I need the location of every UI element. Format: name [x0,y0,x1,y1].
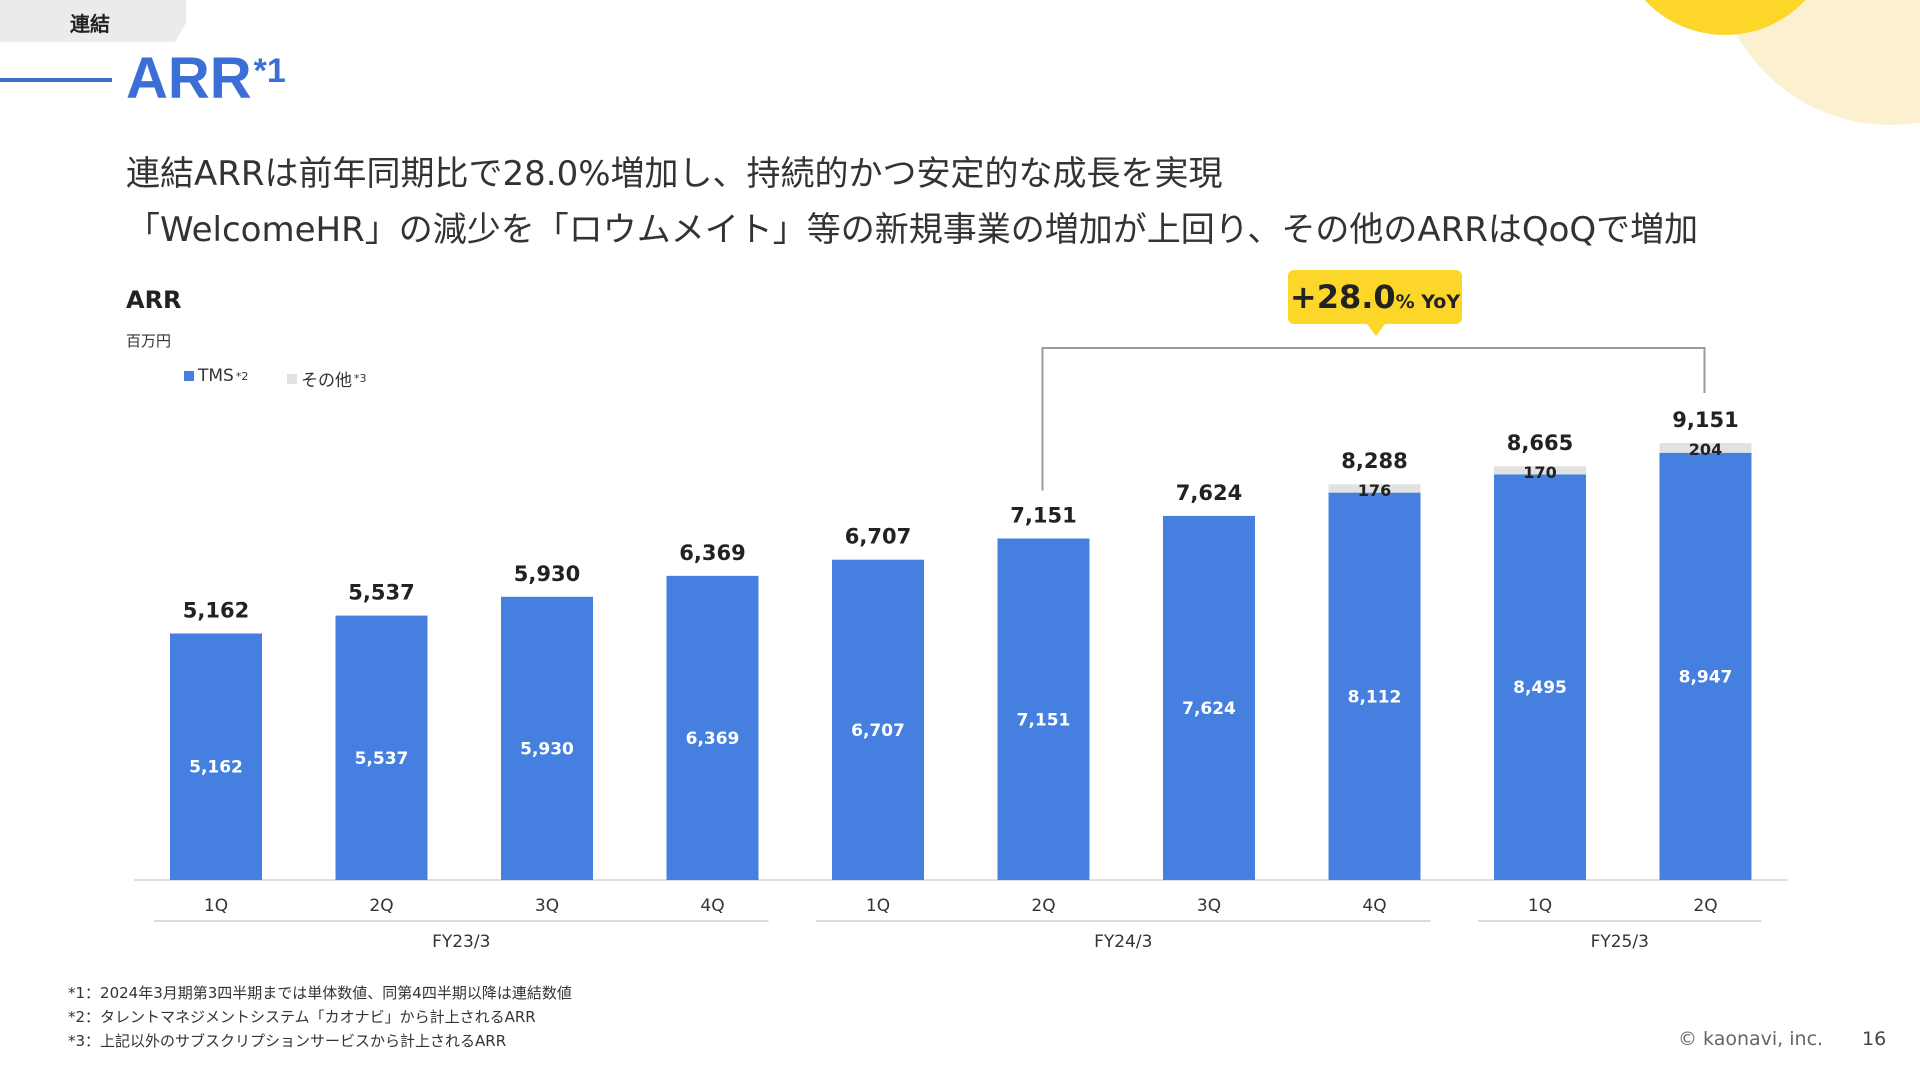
bar-other [1328,484,1421,493]
subtitle-line-1: 連結ARRは前年同期比で28.0%増加し、持続的かつ安定的な成長を実現 [126,154,1223,194]
yoy-bracket [1041,347,1706,491]
group-label: FY25/3 [1591,932,1649,952]
decorative-circle-light [1722,0,1920,125]
x-tick-label: 3Q [535,896,559,916]
arr-bar-chart: 5,162 5,162 1Q 5,537 5,537 2Q 5,930 5,930 3Q 6,36… [134,347,1788,952]
x-tick-label: 1Q [204,896,228,916]
yoy-callout-value: +28.0 [1289,278,1396,316]
bar-tms [1328,492,1421,880]
footnote-1: *1：2024年3月期第3四半期までは単体数値、同第4四半期以降は連結数値 [68,984,572,1002]
bar-other [1494,466,1586,475]
bar-tms [501,596,593,880]
bar-other-label: 204 [1689,440,1722,459]
bar-total-label: 5,537 [348,581,414,605]
decorative-circles [1644,0,1920,125]
footnote-2: *2：タレントマネジメントシステム「カオナビ」から計上されるARR [68,1008,536,1026]
yoy-callout-suffix: % YoY [1395,291,1461,313]
legend-swatch-other [287,373,297,384]
legend-swatch-tms [184,371,194,381]
page-number: 16 [1862,1028,1887,1050]
bar-tms-label: 8,947 [1679,667,1733,687]
legend-item-other: その他 *3 [287,366,367,391]
bar-tms-label: 6,707 [851,721,905,741]
bar-total-label: 9,151 [1672,408,1738,432]
bar-tms-label: 7,151 [1017,710,1071,730]
bar-tms [832,559,924,880]
copyright: © kaonavi, inc. [1678,1028,1824,1050]
section-tag: 連結 [0,0,186,42]
bar-total-label: 6,369 [679,541,745,565]
bar-total-label: 7,624 [1176,481,1242,505]
bar-other [1659,443,1752,453]
bar-tms [170,633,262,880]
x-tick-label: 3Q [1197,896,1221,916]
x-tick-label: 2Q [1031,896,1055,916]
section-tag-label: 連結 [70,12,110,36]
legend-label-tms: TMS [198,366,234,386]
chart-label: ARR [126,286,182,314]
bar-other-label: 170 [1523,463,1556,482]
x-tick-label: 2Q [1693,896,1717,916]
bar-tms-label: 6,369 [686,729,740,749]
title-accent-line [0,78,112,82]
unit-label: 百万円 [126,332,172,350]
bar-total-label: 5,162 [183,598,249,622]
group-label: FY24/3 [1094,932,1152,952]
decorative-circle-yellow [1644,0,1806,35]
bar-total-label: 7,151 [1010,504,1076,528]
bar-tms-label: 5,537 [355,749,409,769]
legend-item-tms: TMS *2 [184,366,248,386]
bar-total-label: 8,288 [1341,449,1407,473]
bar-tms [335,615,428,880]
x-tick-label: 1Q [866,896,890,916]
x-tick-label: 4Q [700,896,724,916]
bar-tms [666,575,759,880]
group-label: FY23/3 [432,932,490,952]
bar-tms-label: 8,112 [1348,687,1402,707]
legend-note-other: *3 [354,372,367,385]
subtitle-line-2: 「WelcomeHR」の減少を「ロウムメイト」等の新規事業の増加が上回り、その他… [126,210,1699,250]
bar-tms-label: 5,930 [520,739,574,759]
bar-total-label: 6,707 [845,525,911,549]
page-title-text: ARR [126,46,252,111]
bar-tms-label: 5,162 [189,758,243,778]
bar-tms [1163,515,1255,880]
footnote-3: *3：上記以外のサブスクリプションサービスから計上されるARR [68,1032,507,1050]
x-tick-label: 4Q [1362,896,1386,916]
bar-tms-label: 8,495 [1513,678,1567,698]
page-title: ARR*1 [126,44,286,114]
legend-note-tms: *2 [235,369,249,383]
bar-tms [1494,474,1586,880]
legend-label-other: その他 [301,371,352,391]
bar-total-label: 8,665 [1507,431,1573,455]
bar-total-label: 5,930 [514,562,580,586]
bar-tms [997,538,1090,880]
x-tick-label: 1Q [1528,896,1552,916]
x-tick-label: 2Q [369,896,393,916]
yoy-callout: +28.0% YoY [1288,270,1462,336]
bar-other-label: 176 [1358,481,1391,500]
page-title-note: *1 [253,52,286,90]
bar-tms [1659,452,1752,880]
bar-tms-label: 7,624 [1182,699,1236,719]
